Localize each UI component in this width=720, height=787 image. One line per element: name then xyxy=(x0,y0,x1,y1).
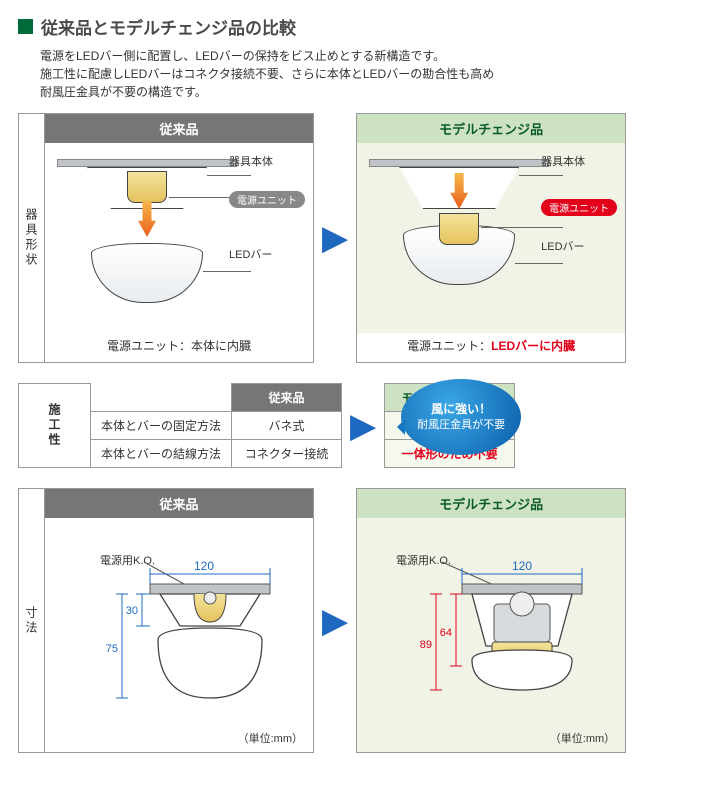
ceiling-plate xyxy=(369,159,549,167)
intro-line: 耐風圧金具が不要の構造です。 xyxy=(40,85,207,99)
callout-led: LEDバー xyxy=(229,246,305,262)
new-diagram: 器具本体 電源ユニット LEDバー xyxy=(357,143,625,333)
new-h1: 64 xyxy=(440,627,452,639)
new-caption-a: 電源ユニット： xyxy=(407,339,491,353)
led-bar xyxy=(91,243,203,303)
old-h2: 75 xyxy=(106,643,118,655)
new-width: 120 xyxy=(512,559,532,573)
callout-led: LEDバー xyxy=(541,238,617,254)
compare-arrow-icon: ▶ xyxy=(350,406,376,446)
callout-psu-pill: 電源ユニット xyxy=(229,191,305,208)
work-section: 施工性 従来品 本体とバーの固定方法 バネ式 本体とバーの結線方法 コネクター接… xyxy=(18,383,702,468)
callout-body: 器具本体 xyxy=(541,153,617,169)
old-caption: 電源ユニット：本体に内臓 xyxy=(45,333,313,362)
row1-old: バネ式 xyxy=(232,412,342,440)
row2-old: コネクター接続 xyxy=(232,440,342,468)
dims-panes: 従来品 電源用K.O. 120 xyxy=(44,488,702,753)
ceiling-plate xyxy=(57,159,237,167)
new-header: モデルチェンジ品 xyxy=(357,114,625,143)
callout-psu-pill-red: 電源ユニット xyxy=(541,199,617,216)
old-header: 従来品 xyxy=(45,489,313,518)
new-dim-diagram: 電源用K.O. 120 xyxy=(357,518,625,728)
new-callouts: 器具本体 電源ユニット LEDバー xyxy=(541,153,617,276)
intro-line: 電源をLEDバー側に配置し、LEDバーの保持をビス止めとする新構造です。 xyxy=(40,49,445,63)
intro-line: 施工性に配慮しLEDバーはコネクタ接続不要、さらに本体とLEDバーの勘合性も高め xyxy=(40,67,494,81)
shape-panes: 従来品 器具本体 電源ユニット LEDバー 電源ユニ xyxy=(44,113,702,363)
intro-text: 電源をLEDバー側に配置し、LEDバーの保持をビス止めとする新構造です。 施工性… xyxy=(40,47,702,101)
row1-label: 本体とバーの固定方法 xyxy=(91,412,232,440)
callout-body: 器具本体 xyxy=(229,153,305,169)
unit-label: （単位:mm） xyxy=(45,728,313,752)
new-caption-b: LEDバーに内臓 xyxy=(491,339,575,353)
old-width: 120 xyxy=(194,559,214,573)
ko-label: 電源用K.O. xyxy=(396,553,451,567)
feature-bubble: 風に強い！ 耐風圧金具が不要 xyxy=(401,379,521,455)
unit-label: （単位:mm） xyxy=(357,728,625,752)
new-caption: 電源ユニット：LEDバーに内臓 xyxy=(357,333,625,362)
new-dims-pane: モデルチェンジ品 電源用K.O. 120 xyxy=(356,488,626,753)
title-marker-icon xyxy=(18,19,33,34)
old-diagram: 器具本体 電源ユニット LEDバー xyxy=(45,143,313,333)
title-text: 従来品とモデルチェンジ品の比較 xyxy=(41,14,296,39)
row2-label: 本体とバーの結線方法 xyxy=(91,440,232,468)
ko-label: 電源用K.O. xyxy=(100,553,155,567)
work-tables: 施工性 従来品 本体とバーの固定方法 バネ式 本体とバーの結線方法 コネクター接… xyxy=(18,383,515,468)
new-shape-pane: モデルチェンジ品 器具本体 電源ユニット LEDバー xyxy=(356,113,626,363)
old-col-header: 従来品 xyxy=(232,384,342,412)
work-table-left: 施工性 従来品 本体とバーの固定方法 バネ式 本体とバーの結線方法 コネクター接… xyxy=(18,383,342,468)
old-dim-svg: 電源用K.O. 120 xyxy=(54,528,304,728)
old-header: 従来品 xyxy=(45,114,313,143)
psu-old xyxy=(127,171,167,203)
shape-section: 器具形状 従来品 器具本体 電源ユニット LEDバー xyxy=(18,113,702,363)
psu-new xyxy=(439,213,479,245)
old-h1: 30 xyxy=(126,605,138,617)
new-header: モデルチェンジ品 xyxy=(357,489,625,518)
section-title: 従来品とモデルチェンジ品の比較 xyxy=(18,14,702,39)
shape-vlabel: 器具形状 xyxy=(18,113,44,363)
new-dim-svg: 電源用K.O. 120 xyxy=(366,528,616,728)
dims-section: 寸法 従来品 電源用K.O. 120 xyxy=(18,488,702,753)
old-callouts: 器具本体 電源ユニット LEDバー xyxy=(229,153,305,284)
old-dim-diagram: 電源用K.O. 120 xyxy=(45,518,313,728)
bubble-line2: 耐風圧金具が不要 xyxy=(417,418,505,432)
work-vlabel: 施工性 xyxy=(19,384,91,468)
new-h2: 89 xyxy=(420,639,432,651)
compare-arrow-icon: ▶ xyxy=(322,218,348,258)
old-shape-pane: 従来品 器具本体 電源ユニット LEDバー 電源ユニ xyxy=(44,113,314,363)
dims-vlabel: 寸法 xyxy=(18,488,44,753)
old-dims-pane: 従来品 電源用K.O. 120 xyxy=(44,488,314,753)
compare-arrow-icon: ▶ xyxy=(322,601,348,641)
bubble-line1: 風に強い！ xyxy=(431,402,491,418)
